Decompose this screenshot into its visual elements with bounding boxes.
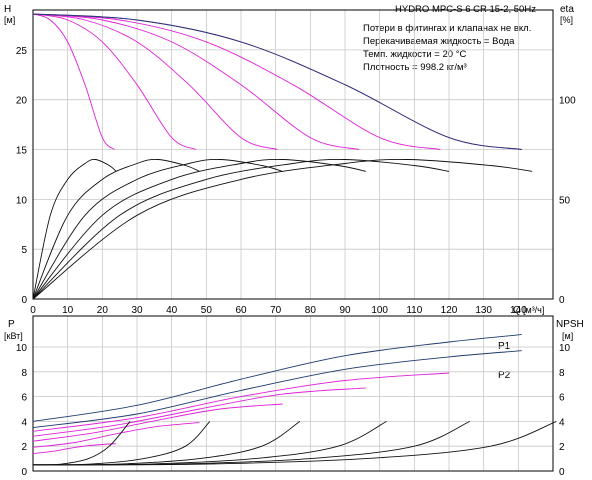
x-tick-label: 50 [201,305,213,316]
p-axis-label: P [8,319,15,330]
h-tick-label: 25 [16,46,28,57]
h-tick-label: 20 [16,96,28,107]
qh-curve-3-pumps [32,13,278,150]
eta-tick-label: 0 [559,295,565,306]
x-tick-label: 30 [131,305,143,316]
x-tick-label: 90 [339,305,351,316]
power-curve-5-pumps [32,372,450,432]
npsh-tick-label: 4 [559,417,565,428]
p-tick-label: 2 [21,442,27,453]
note-density: Плотность = 998.2 кг/м³ [363,62,467,73]
power-curve-2-pumps [32,422,200,448]
npsh-axis-label: NPSH [556,319,584,330]
npsh-axis-unit: [м] [562,331,573,341]
p-tick-label: 0 [21,467,27,478]
plot-frame-top [32,9,554,300]
eta-tick-label: 100 [559,96,576,107]
x-tick-label: 60 [235,305,247,316]
p2-curve [32,350,522,429]
x-tick-label: 110 [406,305,422,316]
p-tick-label: 4 [21,417,27,428]
note-fitting-losses: Потери в фитингах и клапанах не вкл. [363,23,531,34]
x-tick-label: 40 [166,305,178,316]
h-tick-label: 15 [16,146,28,157]
plot-layer: 0 10 20 30 40 50 60 70 80 90 100 110 120 130 140051015… [16,9,576,478]
eta-curve-3-pumps [32,158,283,300]
h-tick-label: 10 [16,195,28,206]
h-tick-label: 5 [21,245,27,256]
npsh-tick-label: 0 [559,467,565,478]
p-tick-label: 6 [21,393,27,404]
p2-series-label: P2 [498,370,511,381]
eta-curve-4-pumps [32,158,366,300]
q-axis-unit: [м³/ч] [523,305,544,315]
p1-series-label: P1 [498,341,511,352]
h-axis-unit: [м] [4,15,15,25]
eta-axis-unit: [%] [560,15,573,25]
eta-curve-6-pumps [32,158,533,300]
p-tick-label: 8 [21,368,27,379]
power-curve-4-pumps [32,387,366,437]
p-tick-label: 10 [16,343,28,354]
qh-envelope-curve [32,13,522,150]
npsh-tick-label: 10 [559,343,571,354]
x-tick-label: 20 [97,305,109,316]
h-axis-label: H [4,4,11,15]
x-tick-label: 130 [475,305,492,316]
x-tick-label: 80 [305,305,317,316]
plot-frame-bottom [32,315,554,472]
x-tick-label: 10 [62,305,74,316]
npsh-tick-label: 6 [559,393,565,404]
qh-curve-5-pumps [32,13,441,150]
x-tick-label: 140 [510,305,527,316]
npsh-curve-6-pumps [32,420,557,466]
qh-curve-2-pumps [32,13,197,150]
eta-axis-label: eta [560,4,574,15]
p-axis-unit: [кВт] [4,331,23,341]
x-tick-label: 100 [371,305,388,316]
power-curve-3-pumps [32,403,283,442]
x-tick-label: 70 [270,305,282,316]
h-tick-label: 0 [21,295,27,306]
npsh-tick-label: 8 [559,368,565,379]
eta-curve-1-pumps [32,158,117,300]
x-tick-label: 120 [441,305,458,316]
eta-curve-5-pumps [32,158,450,300]
note-liquid: Перекачиваемая жидкость = Вода [363,36,515,47]
eta-tick-label: 50 [559,195,571,206]
npsh-tick-label: 2 [559,442,565,453]
x-tick-label: 0 [30,305,36,316]
qh-curve-1-pumps [32,13,115,150]
p1-curve [32,334,522,422]
qh-curve-4-pumps [32,13,360,150]
q-axis-label: Q [513,305,521,316]
note-temperature: Темп. жидкости = 20 °C [363,49,466,60]
eta-curve-2-pumps [32,158,200,300]
power-curve-1-pumps [32,443,117,455]
